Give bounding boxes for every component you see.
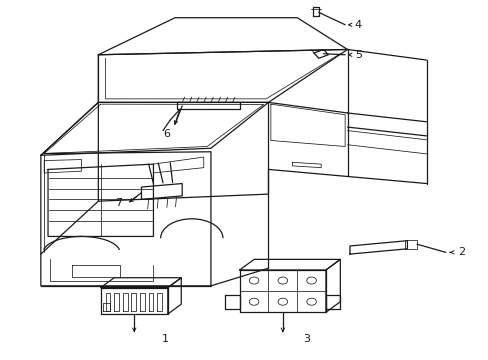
Text: 4: 4 (354, 20, 361, 30)
Text: 3: 3 (303, 334, 310, 345)
Text: 2: 2 (457, 247, 464, 257)
Text: 6: 6 (163, 129, 170, 139)
Text: 1: 1 (162, 334, 168, 345)
Text: 5: 5 (354, 50, 361, 60)
Text: 7: 7 (115, 198, 122, 208)
